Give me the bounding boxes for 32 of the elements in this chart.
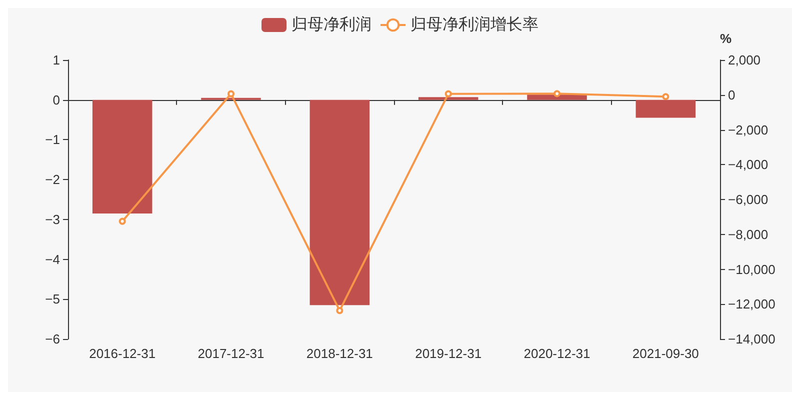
y-tick-label: 1 [52, 52, 60, 68]
y-tick-label: −5 [45, 292, 60, 307]
y-tick-label: −1 [45, 132, 60, 148]
x-tick-label: 2018-12-31 [306, 346, 373, 361]
y2-tick-label: −8,000 [728, 226, 768, 242]
y-tick-label: −6 [45, 332, 60, 346]
y-tick-label: −2 [45, 172, 60, 188]
y2-tick-label: 0 [728, 87, 736, 102]
point [662, 93, 670, 100]
y2-tick-label: 2,000 [728, 52, 761, 68]
x-tick-label: 2017-12-31 [198, 346, 264, 361]
y-tick-label: 0 [52, 92, 60, 108]
point [554, 90, 560, 98]
legend-label: 归母净利润 [292, 16, 372, 34]
x-tick-label: 2019-12-31 [415, 346, 482, 361]
x-tick-label: 2021-09-30 [632, 346, 699, 361]
point [336, 307, 344, 314]
point [444, 90, 452, 98]
y2-tick-label: −12,000 [728, 296, 776, 312]
y2-tick-label: −14,000 [728, 332, 776, 346]
y-tick-label: −3 [45, 212, 60, 227]
x-tick-label: 2020-12-31 [524, 346, 590, 361]
point [118, 218, 126, 225]
y2-tick-label: −2,000 [728, 122, 768, 138]
x-tick-label: 2016-12-31 [89, 346, 156, 361]
point [228, 90, 234, 98]
y-tick-label: −4 [45, 252, 60, 267]
y2-tick-label: −6,000 [728, 192, 768, 207]
legend-label: 归母净利润增长率 [410, 16, 538, 34]
y2-axis-title: % [720, 31, 732, 46]
y2-tick-label: −10,000 [728, 262, 776, 277]
y2-tick-label: −4,000 [728, 157, 768, 172]
